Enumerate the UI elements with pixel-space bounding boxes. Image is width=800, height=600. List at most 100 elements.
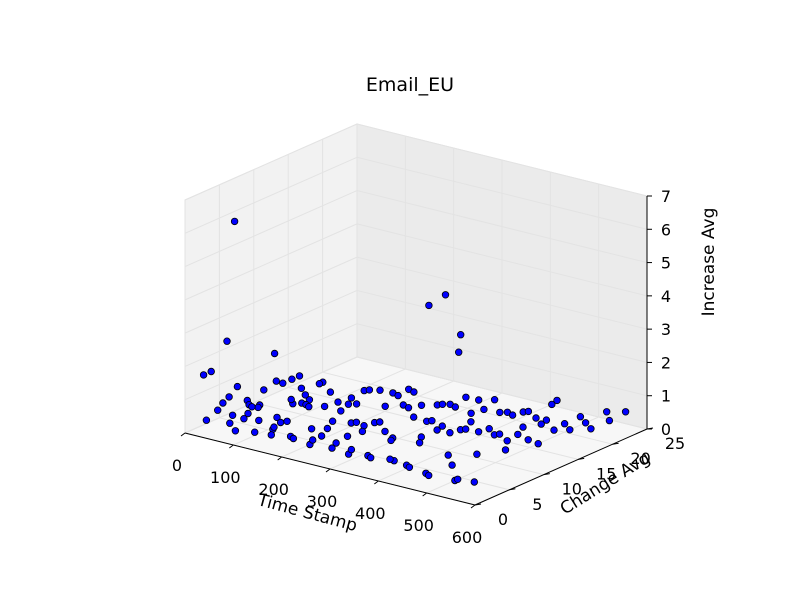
x-tick-mark: [374, 480, 379, 485]
data-point: [621, 408, 630, 416]
x-tick-mark: [277, 456, 282, 461]
data-point: [213, 406, 222, 414]
data-point: [228, 411, 237, 419]
data-point: [347, 445, 356, 454]
data-point: [279, 379, 287, 387]
grid-line-x: [329, 392, 503, 470]
grid-line-z: [184, 356, 358, 434]
y-tick-label: 25: [665, 434, 685, 453]
data-point: [485, 425, 493, 433]
grid-line-z: [184, 190, 358, 268]
data-point: [301, 391, 309, 399]
grid-line-y: [253, 402, 544, 476]
data-point: [199, 371, 208, 379]
data-point: [524, 436, 532, 444]
z-tick-label: 5: [661, 254, 671, 273]
data-point: [287, 395, 295, 404]
data-point: [490, 396, 499, 404]
data-point: [276, 418, 285, 427]
grid-line-z: [184, 289, 358, 367]
data-point: [576, 413, 585, 421]
grid-line-z: [184, 223, 358, 301]
data-point: [462, 425, 470, 433]
data-point: [248, 403, 256, 411]
grid-line-z: [356, 323, 648, 397]
data-point: [480, 405, 488, 414]
data-point: [553, 396, 561, 405]
data-point: [255, 416, 263, 425]
axis-lines: [180, 195, 654, 509]
data-point: [404, 404, 413, 412]
data-point: [202, 416, 211, 424]
data-point: [317, 432, 326, 440]
data-point: [467, 418, 475, 426]
data-points: [199, 217, 630, 486]
z-tick-label: 7: [661, 187, 671, 206]
data-point: [581, 419, 590, 427]
data-point: [334, 398, 342, 406]
grid-line-x: [233, 368, 406, 446]
data-point: [495, 430, 504, 438]
z-axis-label: Increase Avg: [699, 208, 719, 317]
y-tick-label: 10: [562, 480, 582, 499]
data-point: [328, 417, 337, 425]
x-tick-mark: [470, 504, 476, 509]
x-tick-label: 400: [355, 504, 386, 523]
data-point: [473, 450, 481, 458]
data-point: [219, 399, 227, 407]
x-tick-mark: [180, 432, 186, 437]
grid-line-z: [356, 289, 648, 363]
data-point: [457, 331, 465, 339]
data-point: [376, 386, 384, 394]
data-point: [462, 393, 470, 401]
data-point: [537, 420, 545, 428]
data-point: [514, 430, 522, 439]
grid-line-y: [322, 371, 613, 445]
y-tick-mark: [474, 503, 482, 506]
grid-line-z: [184, 323, 358, 401]
grid-line-z: [356, 190, 648, 264]
x-tick-label: 500: [403, 516, 434, 535]
data-point: [524, 407, 533, 416]
data-point: [454, 475, 462, 483]
grid-line-z: [356, 223, 648, 297]
data-point: [474, 428, 483, 436]
data-point: [605, 416, 614, 425]
x-tick-mark: [229, 444, 234, 449]
grid-line-z: [356, 356, 648, 430]
grid-line-z: [356, 123, 648, 197]
data-point: [289, 434, 298, 443]
data-point: [381, 427, 389, 436]
x-tick-mark: [325, 468, 331, 473]
grid-lines: [184, 123, 648, 506]
z-tick-label: 6: [661, 220, 671, 239]
data-point: [451, 403, 459, 411]
y-tick-label: 5: [532, 495, 542, 514]
y-tick-mark: [509, 488, 516, 491]
data-point: [475, 396, 483, 404]
data-point: [448, 461, 456, 469]
data-point: [231, 427, 240, 435]
data-point: [315, 380, 324, 388]
data-point: [352, 400, 361, 408]
y-tick-mark: [612, 442, 619, 445]
data-point: [337, 407, 345, 415]
data-point: [307, 425, 316, 433]
data-point: [386, 455, 394, 463]
data-point: [446, 429, 454, 437]
data-point: [226, 419, 234, 427]
data-point: [503, 437, 511, 445]
data-point: [532, 414, 540, 422]
chart-title: Email_EU: [366, 74, 454, 96]
x-tick-label: 600: [452, 528, 483, 547]
data-point: [428, 417, 436, 425]
data-point: [267, 431, 275, 439]
data-point: [254, 403, 262, 412]
data-point: [444, 451, 452, 459]
grid-line-z: [356, 256, 648, 330]
y-tick-label: 0: [498, 510, 508, 529]
data-point: [394, 391, 402, 400]
grid-line-z: [356, 156, 648, 230]
y-tick-mark: [578, 457, 585, 460]
